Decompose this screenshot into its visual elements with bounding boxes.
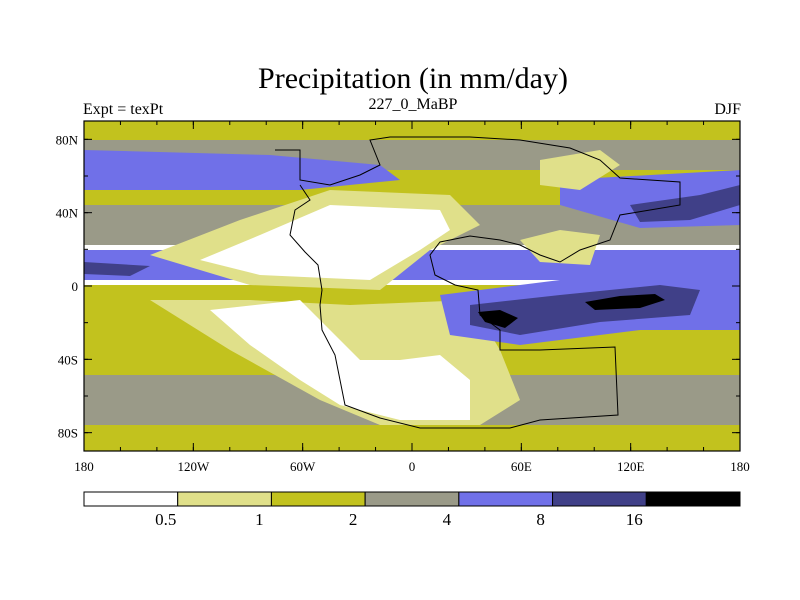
colorbar-swatch [458,491,554,507]
axis-ticks: 180 120W 60W 0 60E 120E 180 80N 40N 0 40S 80S [56,121,750,474]
colorbar-swatch [177,491,272,507]
colorbar-level-label: 4 [443,510,452,529]
band-polar-north [84,121,740,143]
y-tick-label: 40S [58,352,78,367]
dry-zone-north-white [200,205,450,280]
colorbar-level-label: 16 [626,510,643,529]
x-tick-label: 0 [409,459,416,474]
colorbar-swatch [645,491,741,507]
x-tick-label: 180 [730,459,750,474]
experiment-label: Expt = texPt [83,101,164,118]
tropical-max-west [478,310,518,328]
colorbar-level-label: 0.5 [155,510,176,529]
colorbar-level-label: 8 [536,510,545,529]
colorbar-swatch [552,491,647,507]
nh-dark-east [630,185,740,222]
continent-outline [275,136,681,429]
colorbar: 0.5 1 2 4 8 16 [83,491,741,529]
x-tick-label: 60W [290,459,316,474]
x-tick-label: 120E [617,459,645,474]
dry-zone-asia-light [520,230,600,265]
y-tick-label: 40N [56,206,79,221]
x-tick-label: 180 [74,459,94,474]
colorbar-swatch [270,491,366,507]
nh-blue-track [84,150,400,190]
y-tick-label: 0 [72,279,79,294]
y-tick-label: 80N [56,132,79,147]
x-tick-label: 60E [511,459,532,474]
timeslice-label: 227_0_MaBP [368,96,458,113]
colorbar-level-label: 2 [349,510,358,529]
season-label: DJF [714,101,741,118]
chart-title: Precipitation (in mm/day) [258,62,568,95]
colorbar-swatch [83,491,179,507]
tropical-max-east [585,294,665,310]
map-field [84,121,740,451]
y-tick-label: 80S [58,426,78,441]
x-tick-label: 120W [177,459,210,474]
colorbar-level-label: 1 [255,510,264,529]
colorbar-swatch [364,491,460,507]
equator-dark-west [84,262,150,276]
dry-zone-south-white [210,300,470,420]
